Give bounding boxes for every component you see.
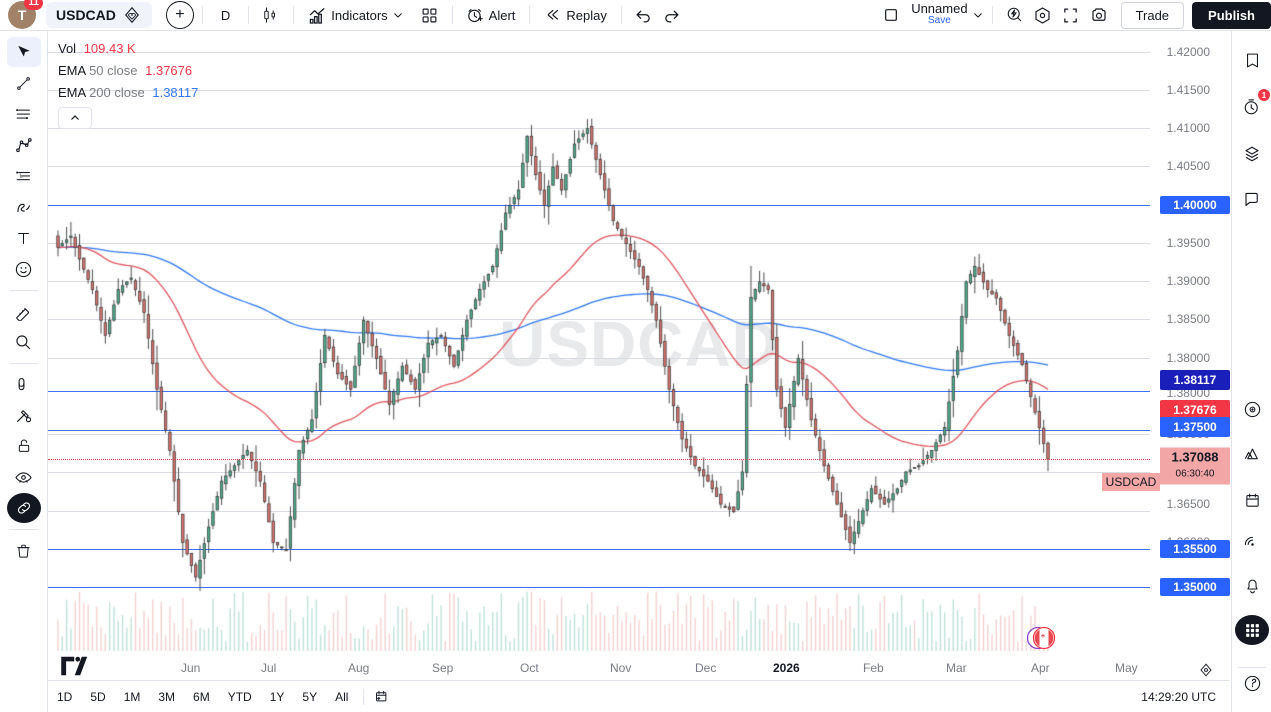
svg-text:L: L xyxy=(20,173,23,179)
